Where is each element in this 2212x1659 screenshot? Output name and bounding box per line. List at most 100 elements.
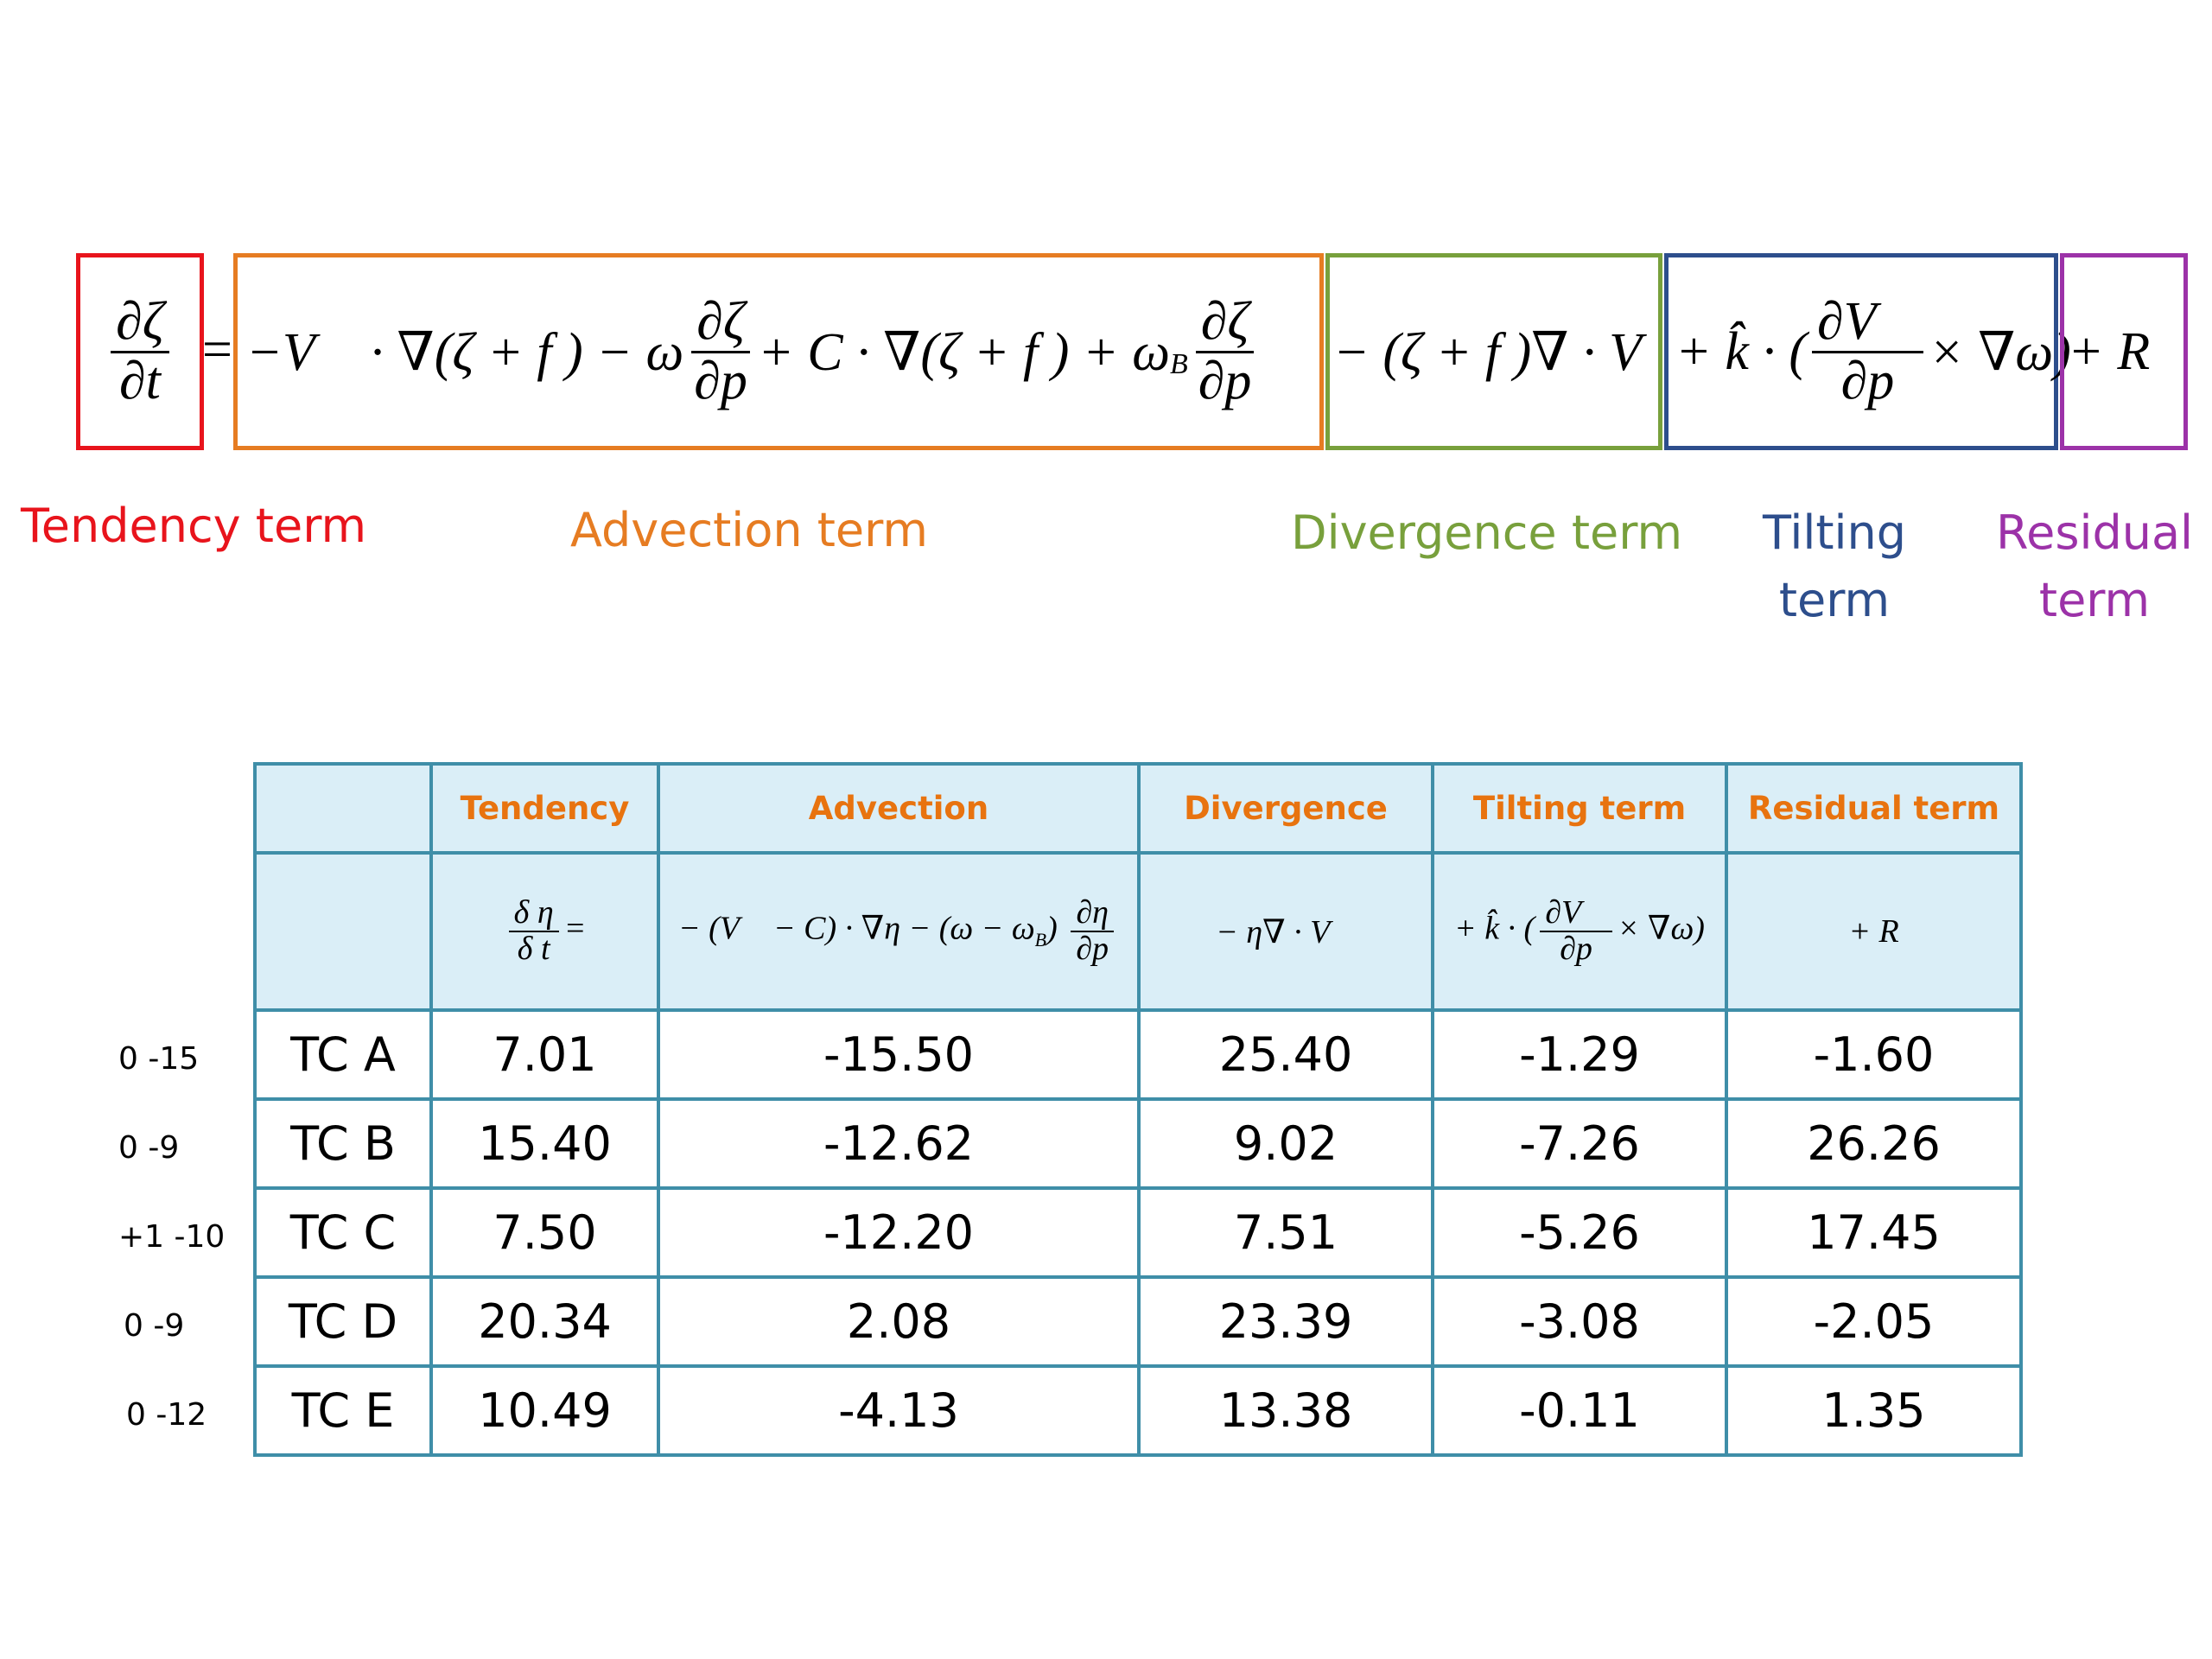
tilting-value: -3.08 [1431, 1275, 1728, 1368]
header-advection: Advection [657, 762, 1141, 855]
formula-advection-mid: ) [1046, 910, 1058, 947]
formula-advection-numerator: ∂η [1071, 895, 1114, 932]
residual-value: 1.35 [1725, 1364, 2023, 1457]
advection-term-expression: −V⃗ · ∇(ζ + f ) − ω ∂ζ ∂p + C · ∇(ζ + f … [246, 257, 1262, 446]
divergence-value: 13.38 [1137, 1364, 1434, 1457]
formula-advection-prefix: − (V⃗ − C) · ∇η − (ω − ω [677, 910, 1035, 947]
table-row: TC A 7.01 -15.50 25.40 -1.29 -1.60 [253, 1008, 2023, 1101]
header-cell-blank [253, 762, 433, 855]
equals-sign: = [202, 321, 232, 379]
tendency-value: 7.01 [429, 1008, 660, 1101]
tilting-denominator: ∂p [1840, 351, 1895, 410]
formula-cell-blank [253, 851, 433, 1012]
tilting-term-label-line-1: Tilting [1763, 505, 1907, 560]
tilting-value: -0.11 [1431, 1364, 1728, 1457]
advection-value: -15.50 [657, 1008, 1141, 1101]
tendency-term-box: ∂ζ ∂t [76, 253, 204, 450]
header-tilting-term: Tilting term [1431, 762, 1728, 855]
advection-value: -12.62 [657, 1097, 1141, 1190]
advection-fraction-2: ∂ζ ∂p [1193, 294, 1257, 409]
divergence-term-box: − (ζ + f )∇ · V⃗ [1325, 253, 1683, 450]
table-header-row: Tendency Advection Divergence Tilting te… [253, 762, 2023, 855]
tc-name-cell: TC E [253, 1364, 433, 1457]
tc-name-cell: TC A [253, 1008, 433, 1101]
advection-value: -12.20 [657, 1186, 1141, 1279]
advection-fraction-2-denominator: ∂p [1198, 351, 1252, 410]
row-range-label: 0 -9 [124, 1308, 185, 1344]
tendency-value: 10.49 [429, 1364, 660, 1457]
header-divergence: Divergence [1137, 762, 1434, 855]
advection-value: -4.13 [657, 1364, 1141, 1457]
divergence-value: 23.39 [1137, 1275, 1434, 1368]
tilting-value: -1.29 [1431, 1008, 1728, 1101]
formula-advection-subscript: B [1034, 929, 1047, 951]
formula-tendency-equals: = [563, 910, 587, 947]
formula-tilting-prefix: + k̂ · ( [1454, 910, 1535, 947]
tc-name-cell: TC B [253, 1097, 433, 1190]
advection-part-2: + C · ∇(ζ + f ) + ω [757, 323, 1170, 382]
formula-tilting-numerator: ∂V⃗ [1540, 895, 1612, 932]
formula-divergence: − η∇ · V⃗ [1137, 851, 1434, 1012]
residual-term-label: Residual term [1996, 499, 2193, 634]
formula-advection-fraction: ∂η ∂p [1071, 895, 1114, 967]
tendency-value: 7.50 [429, 1186, 660, 1279]
row-range-label: 0 -9 [118, 1130, 180, 1166]
advection-term-box: −V⃗ · ∇(ζ + f ) − ω ∂ζ ∂p + C · ∇(ζ + f … [233, 253, 1324, 450]
formula-tilting-denominator: ∂p [1560, 931, 1592, 967]
formula-tendency-denominator: δ t [517, 931, 550, 967]
tc-name-cell: TC C [253, 1186, 433, 1279]
row-range-label: +1 -10 [118, 1219, 226, 1255]
table-row: TC E 10.49 -4.13 13.38 -0.11 1.35 [253, 1364, 2023, 1457]
tendency-term-expression: ∂ζ ∂t [80, 257, 200, 446]
residual-value: -2.05 [1725, 1275, 2023, 1368]
advection-subscript: B [1170, 348, 1188, 380]
tendency-term-label: Tendency term [21, 499, 367, 553]
tc-name-cell: TC D [253, 1275, 433, 1368]
tilting-fraction: ∂V⃗ ∂p [1812, 294, 1923, 409]
divergence-term-label: Divergence term [1291, 505, 1683, 560]
advection-term-label: Advection term [570, 503, 928, 557]
row-range-label: 0 -12 [126, 1397, 207, 1433]
tendency-value: 15.40 [429, 1097, 660, 1190]
residual-term-box: + R [2060, 253, 2188, 450]
tendency-denominator: ∂t [119, 351, 161, 410]
advection-fraction-1: ∂ζ ∂p [689, 294, 753, 409]
table-formula-row: δ η δ t = − (V⃗ − C) · ∇η − (ω − ωB) ∂η … [253, 851, 2023, 1012]
tilting-term-expression: + k̂ · ( ∂V⃗ ∂p × ∇ω) [1675, 257, 2071, 446]
vorticity-budget-table: Tendency Advection Divergence Tilting te… [253, 762, 2023, 1457]
tendency-value: 20.34 [429, 1275, 660, 1368]
row-range-label: 0 -15 [118, 1041, 200, 1077]
formula-tendency-numerator: δ η [508, 895, 559, 932]
residual-value: 17.45 [1725, 1186, 2023, 1279]
formula-tilting: + k̂ · ( ∂V⃗ ∂p × ∇ω) [1431, 851, 1728, 1012]
formula-advection-denominator: ∂p [1076, 931, 1109, 967]
tendency-numerator: ∂ζ [111, 294, 169, 353]
advection-fraction-1-numerator: ∂ζ [691, 294, 750, 353]
residual-value: 26.26 [1725, 1097, 2023, 1190]
tilting-value: -5.26 [1431, 1186, 1728, 1279]
advection-value: 2.08 [657, 1275, 1141, 1368]
tilting-numerator: ∂V⃗ [1812, 294, 1923, 353]
formula-tilting-suffix: × ∇ω) [1617, 910, 1705, 947]
table-row: TC C 7.50 -12.20 7.51 -5.26 17.45 [253, 1186, 2023, 1279]
tilting-value: -7.26 [1431, 1097, 1728, 1190]
table-row: TC B 15.40 -12.62 9.02 -7.26 26.26 [253, 1097, 2023, 1190]
formula-tendency-fraction: δ η δ t [508, 895, 559, 967]
formula-tilting-fraction: ∂V⃗ ∂p [1540, 895, 1612, 967]
tilting-term-label: Tilting term [1763, 499, 1906, 634]
tendency-fraction: ∂ζ ∂t [111, 294, 169, 409]
advection-fraction-1-denominator: ∂p [694, 351, 747, 410]
formula-tendency: δ η δ t = [429, 851, 660, 1012]
tilting-part-1: + k̂ · ( [1675, 321, 1808, 381]
tilting-part-2: × ∇ω) [1928, 323, 2071, 382]
residual-term-label-line-1: Residual [1996, 505, 2194, 560]
divergence-value: 25.40 [1137, 1008, 1434, 1101]
residual-value: -1.60 [1725, 1008, 2023, 1101]
header-residual-term: Residual term [1725, 762, 2023, 855]
divergence-value: 9.02 [1137, 1097, 1434, 1190]
advection-fraction-2-numerator: ∂ζ [1195, 294, 1255, 353]
header-tendency: Tendency [429, 762, 660, 855]
table-row: TC D 20.34 2.08 23.39 -3.08 -2.05 [253, 1275, 2023, 1368]
formula-residual: + R [1725, 851, 2023, 1012]
divergence-term-expression: − (ζ + f )∇ · V⃗ [1333, 323, 1684, 382]
